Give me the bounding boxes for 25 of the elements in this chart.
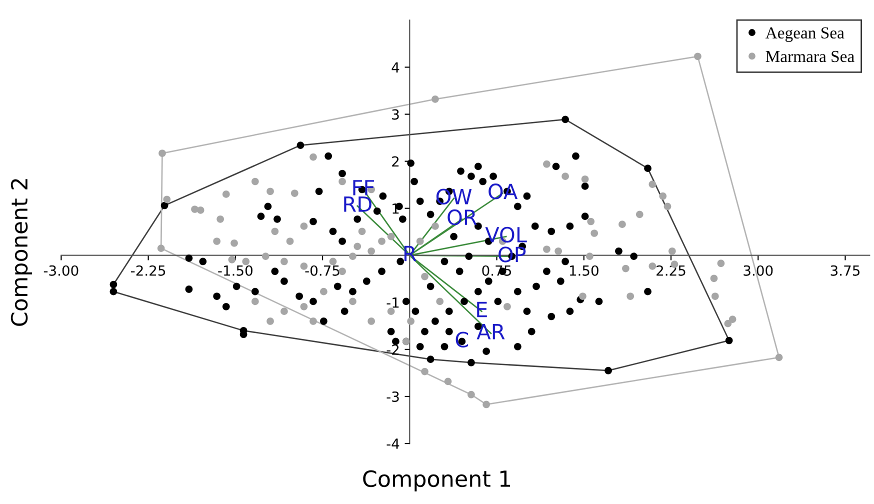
y-tick-label: 3 [392, 109, 399, 120]
x-tick-label: -0.75 [305, 265, 340, 276]
x-tick-label: -2.25 [131, 265, 166, 276]
x-axis-title: Component 1 [363, 470, 510, 492]
y-axis-title: Component 2 [10, 179, 32, 326]
y-tick-label: -3 [386, 391, 399, 402]
y-tick-label: -4 [386, 438, 400, 449]
annotation: AR [476, 324, 505, 340]
x-tick-label: 3.75 [830, 265, 860, 276]
annotation: E [477, 302, 487, 318]
y-tick-label: -2 [386, 344, 399, 355]
x-tick-label: 3.00 [744, 265, 773, 276]
legend-label: Aegean Sea [765, 27, 844, 42]
y-tick-label: 2 [392, 156, 399, 167]
annotation: C [456, 332, 468, 348]
annotation: RD [344, 196, 372, 212]
annotation: FF [353, 180, 374, 196]
x-tick-label: -3.00 [44, 265, 78, 276]
x-tick-label: 1.50 [570, 265, 598, 276]
y-tick-label: -1 [386, 298, 399, 308]
x-tick-label: -1.50 [218, 265, 252, 276]
annotation: OW [436, 188, 472, 204]
annotation: VOL [485, 226, 527, 243]
legend-label: Marmara Sea [766, 50, 854, 62]
y-tick-label: 4 [392, 62, 400, 72]
